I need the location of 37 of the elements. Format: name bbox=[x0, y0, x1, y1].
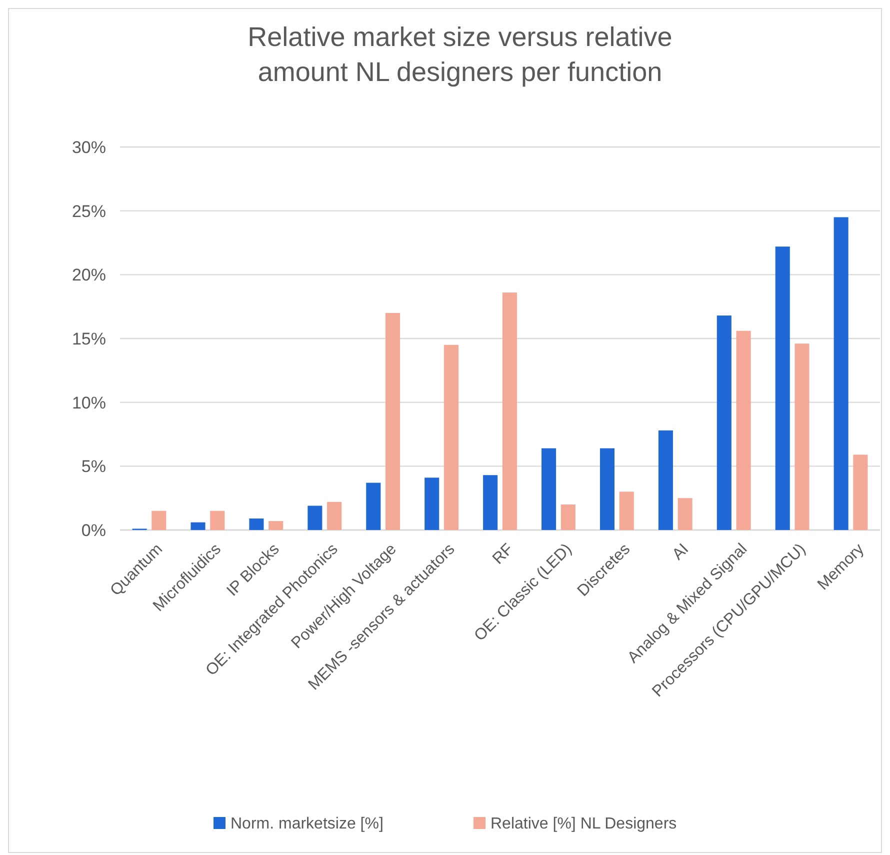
x-tick-label: RF bbox=[490, 540, 517, 568]
bar bbox=[386, 312, 400, 530]
bar bbox=[190, 522, 206, 530]
bar bbox=[308, 506, 322, 530]
bar bbox=[716, 316, 732, 530]
chart-title: Relative market size versus relative amount NL designers per function bbox=[248, 22, 672, 87]
legend-label: Relative [%] NL Designers bbox=[490, 816, 677, 833]
bar bbox=[268, 521, 284, 530]
bar bbox=[658, 430, 673, 530]
bar bbox=[424, 478, 440, 530]
bar bbox=[210, 510, 225, 530]
bar bbox=[775, 246, 790, 530]
bar bbox=[483, 475, 498, 530]
bar bbox=[366, 482, 381, 530]
y-tick-label: 15% bbox=[72, 329, 106, 348]
bar bbox=[678, 498, 692, 530]
bar bbox=[736, 330, 751, 530]
bar bbox=[152, 510, 166, 530]
legend-label: Norm. marketsize [%] bbox=[230, 816, 384, 833]
bar bbox=[542, 448, 556, 530]
x-tick-label: AI bbox=[669, 540, 692, 564]
bar bbox=[327, 502, 342, 530]
y-tick-label: 10% bbox=[72, 393, 106, 412]
y-tick-label: 30% bbox=[72, 138, 106, 157]
y-tick-label: 25% bbox=[72, 202, 106, 221]
bar bbox=[600, 448, 614, 530]
bar bbox=[619, 492, 634, 530]
bar bbox=[444, 344, 458, 530]
y-tick-label: 20% bbox=[72, 266, 106, 285]
bar bbox=[834, 217, 848, 530]
bar bbox=[249, 518, 264, 530]
bar bbox=[853, 454, 868, 530]
bar bbox=[794, 344, 810, 530]
bar bbox=[502, 292, 517, 530]
y-tick-label: 5% bbox=[81, 457, 106, 476]
bar bbox=[560, 504, 576, 530]
y-tick-label: 0% bbox=[81, 520, 106, 540]
